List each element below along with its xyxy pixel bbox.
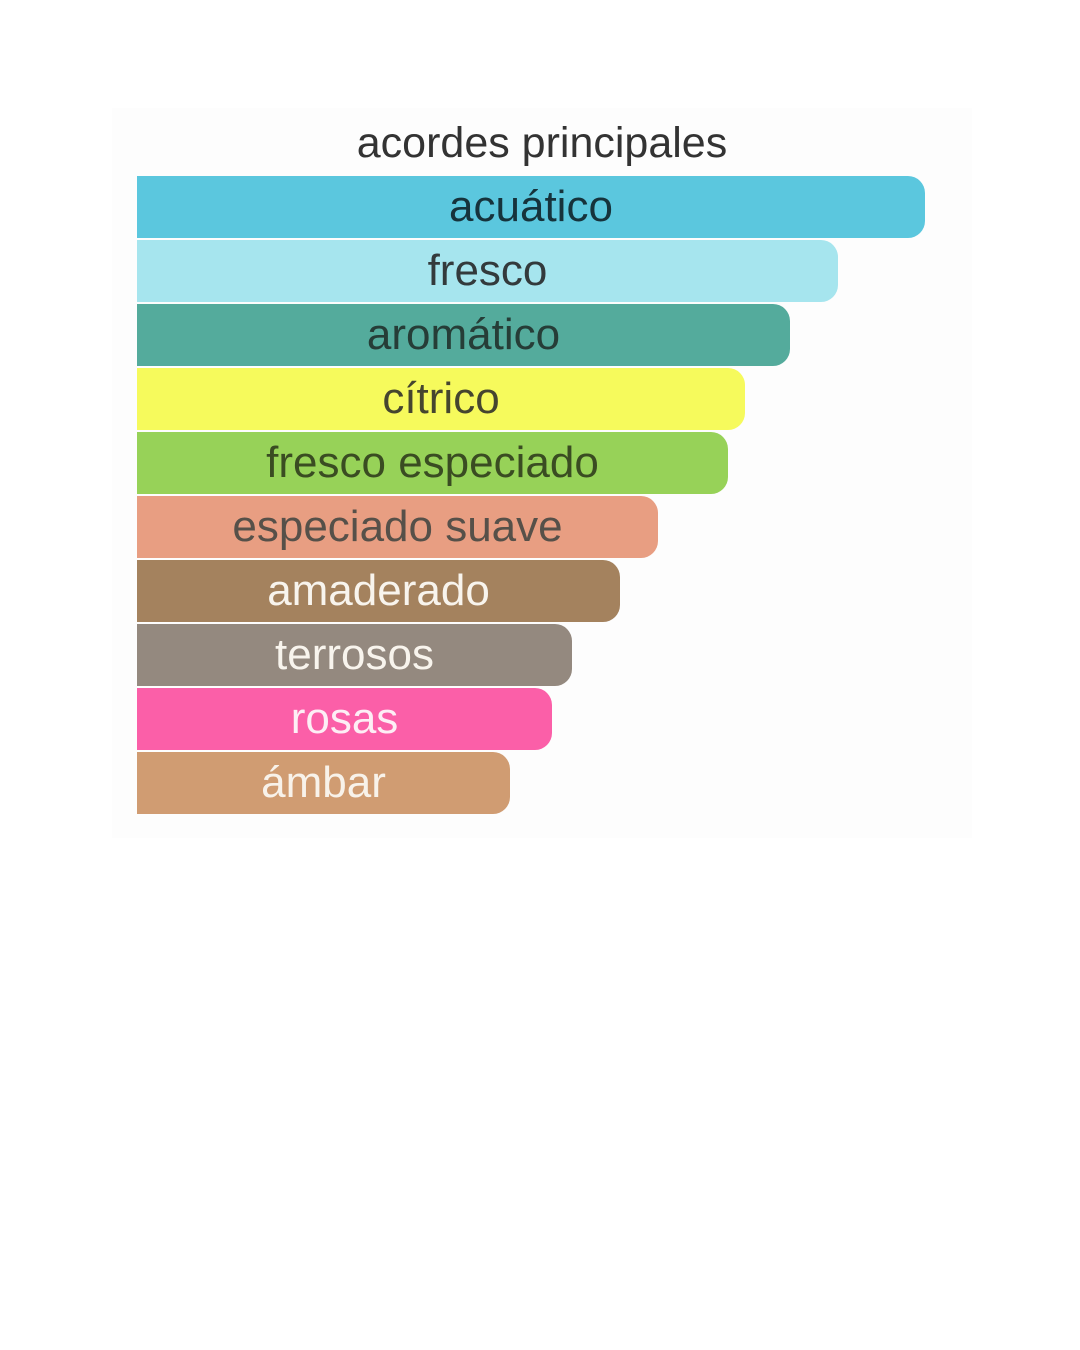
accord-bar: rosas: [137, 688, 552, 750]
chart-title: acordes principales: [356, 119, 728, 167]
accord-bar: cítrico: [137, 368, 745, 430]
accord-label: ámbar: [261, 758, 386, 807]
accord-bar: terrosos: [137, 624, 572, 686]
accord-bar: ámbar: [137, 752, 510, 814]
accord-bar: amaderado: [137, 560, 620, 622]
accord-bar: aromático: [137, 304, 790, 366]
accord-bar: fresco especiado: [137, 432, 728, 494]
accord-label: fresco especiado: [266, 438, 599, 487]
accord-label: fresco: [427, 246, 548, 295]
accord-bar: especiado suave: [137, 496, 658, 558]
accord-label: aromático: [366, 310, 561, 359]
accord-label: cítrico: [382, 374, 500, 423]
accord-bar: acuático: [137, 176, 925, 238]
accord-bar: fresco: [137, 240, 838, 302]
accord-label: especiado suave: [232, 502, 563, 551]
main-accords-panel: acordes principales acuático fresco aromát…: [112, 108, 972, 838]
accords-bar-chart: acuático fresco aromático cítrico fresco esp…: [137, 176, 972, 816]
accord-label: acuático: [449, 182, 613, 231]
accord-label: rosas: [290, 694, 399, 743]
accord-label: terrosos: [275, 630, 434, 679]
accord-label: amaderado: [267, 566, 490, 615]
